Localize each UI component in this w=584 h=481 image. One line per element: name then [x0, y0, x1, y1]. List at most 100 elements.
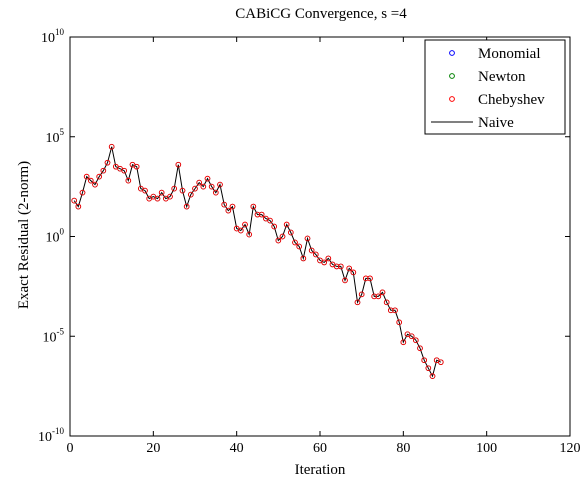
chebyshev-point: [221, 201, 228, 208]
chebyshev-point: [104, 159, 111, 166]
chebyshev-point: [258, 211, 265, 218]
chebyshev-point: [229, 203, 236, 210]
legend: Monomial Newton Chebyshev Naive: [424, 39, 566, 135]
chebyshev-point: [100, 167, 107, 174]
chebyshev-point: [300, 255, 307, 262]
chebyshev-point: [83, 173, 90, 180]
chebyshev-point: [350, 269, 357, 276]
chebyshev-point: [437, 359, 444, 366]
chebyshev-point: [333, 263, 340, 270]
legend-box: [424, 39, 566, 135]
monomial-legend-marker: [449, 50, 455, 56]
chebyshev-point: [371, 293, 378, 300]
chebyshev-point: [200, 183, 207, 190]
chebyshev-point: [337, 263, 344, 270]
chebyshev-point: [271, 223, 278, 230]
chebyshev-point: [171, 185, 178, 192]
x-tick-label: 0: [67, 441, 74, 456]
x-tick-label: 20: [146, 441, 160, 456]
chebyshev-point: [158, 189, 165, 196]
chebyshev-point: [125, 177, 132, 184]
chebyshev-point: [175, 161, 182, 168]
chebyshev-point: [96, 173, 103, 180]
y-tick-label: 105: [46, 127, 65, 146]
chebyshev-point: [92, 181, 98, 188]
chebyshev-point: [412, 337, 419, 344]
chart-title: CABiCG Convergence, s =4: [235, 6, 407, 22]
chebyshev-point: [71, 197, 78, 204]
chebyshev-point: [87, 177, 94, 184]
chebyshev-point: [242, 221, 248, 228]
chebyshev-point: [79, 189, 86, 196]
series-layer: [71, 143, 444, 380]
chebyshev-point: [250, 203, 257, 210]
chebyshev-legend-marker: [449, 96, 455, 102]
y-axis-label: Exact Residual (2-norm): [16, 161, 32, 309]
chebyshev-point: [142, 187, 148, 194]
chebyshev-point: [346, 265, 353, 272]
chebyshev-point: [283, 221, 290, 228]
x-axis-label: Iteration: [295, 462, 346, 478]
chebyshev-point: [212, 189, 219, 196]
chebyshev-point: [275, 237, 282, 244]
chebyshev-point: [429, 373, 436, 380]
chebyshev-point: [204, 175, 211, 182]
chebyshev-point: [417, 345, 423, 352]
chebyshev-point: [183, 203, 190, 210]
y-tick-label: 100: [46, 227, 65, 246]
chebyshev-point: [75, 203, 82, 210]
chebyshev-point: [304, 235, 311, 242]
chebyshev-point: [279, 233, 286, 240]
chebyshev-point: [133, 163, 140, 170]
chebyshev-point: [246, 231, 253, 238]
chebyshev-point: [408, 333, 415, 340]
chebyshev-point: [312, 251, 319, 258]
chebyshev-point: [400, 339, 407, 346]
chebyshev-point: [225, 207, 232, 214]
chebyshev-point: [325, 255, 332, 262]
chebyshev-point: [342, 277, 348, 284]
chebyshev-point: [154, 195, 161, 202]
y-tick-label: 1010: [41, 27, 65, 46]
naive-legend-label: Naive: [478, 115, 514, 131]
y-tick-label: 10-10: [38, 426, 64, 445]
chebyshev-point: [362, 275, 369, 282]
y-tick-label: 10-5: [43, 326, 65, 345]
chebyshev-point: [421, 357, 428, 364]
chebyshev-point: [196, 179, 203, 186]
chebyshev-point: [237, 227, 244, 234]
chebyshev-point: [321, 259, 328, 266]
x-tick-label: 120: [560, 441, 581, 456]
chebyshev-point: [217, 181, 223, 188]
chebyshev-point: [187, 191, 194, 198]
monomial-legend-label: Monomial: [478, 46, 541, 62]
chebyshev-point: [354, 299, 361, 306]
chebyshev-point: [192, 185, 198, 192]
newton-legend-label: Newton: [478, 69, 526, 85]
chebyshev-point: [167, 193, 173, 200]
x-tick-label: 40: [230, 441, 244, 456]
x-tick-label: 60: [313, 441, 327, 456]
chebyshev-point: [254, 211, 261, 218]
chebyshev-point: [179, 187, 186, 194]
chebyshev-point: [375, 293, 382, 300]
chebyshev-point: [308, 247, 315, 254]
chebyshev-point: [383, 299, 390, 306]
chebyshev-point: [296, 243, 303, 250]
chebyshev-point: [387, 307, 394, 314]
chebyshev-point: [358, 291, 365, 298]
chebyshev-point: [425, 365, 432, 372]
x-tick-label: 80: [396, 441, 410, 456]
chebyshev-point: [267, 217, 273, 224]
chebyshev-legend-label: Chebyshev: [478, 92, 545, 108]
x-tick-label: 100: [476, 441, 497, 456]
chebyshev-point: [108, 143, 115, 150]
chebyshev-point: [121, 167, 128, 174]
chebyshev-point: [396, 319, 403, 326]
chebyshev-point: [287, 229, 294, 236]
naive-series-line: [73, 146, 442, 378]
chebyshev-point: [379, 289, 386, 296]
chebyshev-point: [292, 239, 298, 246]
axes-layer: 0 20 40 60 80 100 120 1010 105 100 10-5 10-10: [38, 27, 581, 456]
